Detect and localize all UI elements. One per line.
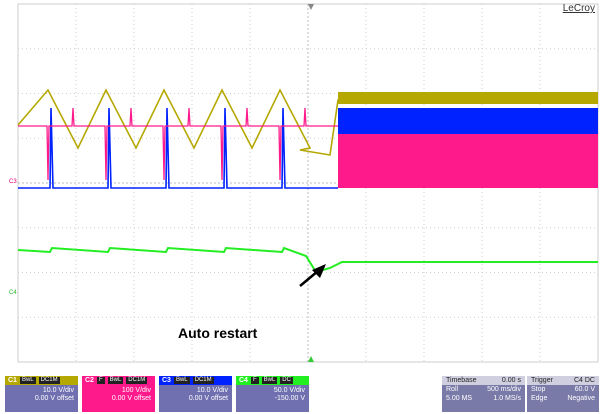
channel-c2-scale: 100 V/div [121,387,151,394]
channel-c1-header: C1 BwL DC1M [5,376,78,385]
channel-c3-scale: 10.0 V/div [196,387,228,394]
trace-c2 [18,107,338,181]
trigger-type: Edge [531,395,548,402]
channel-c2-tag: BwL [107,377,124,384]
channel-c1-panel[interactable]: C1 BwL DC1M 10.0 V/div 0.00 V offset [5,376,78,412]
channel-c3-tag: BwL [173,377,190,384]
trigger-coupling: DC [584,377,595,384]
channel-c1-offset: 0.00 V offset [34,395,74,402]
center-axis [18,4,598,362]
channel-c2-offset: 0.00 V offset [111,395,151,402]
trigger-row: Edge Negative [527,394,599,403]
channel-c4-name: C4 [239,377,248,384]
channel-c1-settings: 10.0 V/div 0.00 V offset [5,385,78,412]
timebase-panel[interactable]: Timebase 0.00 s Roll 500 ms/div 5.00 MS … [442,376,525,412]
channel-c2-settings: 100 V/div 0.00 V offset [82,385,155,412]
c3-ground-label: C3 [9,179,17,185]
channel-c4-tag: BwL [261,377,278,384]
trace-c2-burst [338,128,598,188]
timebase-row: 5.00 MS 1.0 MS/s [442,394,525,403]
channel-c4-settings: 50.0 V/div -150.00 V [236,385,309,412]
trace-c3-burst [338,108,598,134]
channel-c4-panel[interactable]: C4 F BwL DC 50.0 V/div -150.00 V [236,376,309,412]
annotation-arrow-head [312,264,326,278]
channel-c4-offset: -150.00 V [274,395,305,402]
waveform-display [17,3,599,363]
c4-ground-label: C4 [9,290,17,296]
auto-restart-annotation: Auto restart [178,325,258,341]
channel-c1-tag: BwL [19,377,36,384]
channel-c2-panel[interactable]: C2 F BwL DC1M 100 V/div 0.00 V offset [82,376,155,412]
trigger-panel[interactable]: Trigger C4 DC Stop 60.0 V Edge Negative [527,376,599,412]
trigger-header: Trigger C4 DC [527,376,599,385]
trigger-row: Stop 60.0 V [527,385,599,394]
channel-c2-header: C2 F BwL DC1M [82,376,155,385]
timebase-scale: 500 ms/div [487,386,521,393]
channel-c2-tag: F [96,377,105,384]
timebase-title: Timebase [446,377,477,384]
channel-c4-tag: DC [280,377,293,384]
channel-c3-name: C3 [162,377,171,384]
timebase-row: Roll 500 ms/div [442,385,525,394]
trigger-title: Trigger [531,377,553,384]
channel-c4-scale: 50.0 V/div [273,387,305,394]
channel-c2-tag: DC1M [126,377,148,384]
channel-c3-tag: DC1M [192,377,214,384]
timebase-header: Timebase 0.00 s [442,376,525,385]
timebase-rate: 1.0 MS/s [493,395,521,402]
channel-c1-scale: 10.0 V/div [42,387,74,394]
trigger-source-channel: C4 [573,377,583,384]
channel-c2-name: C2 [85,377,94,384]
brand-logo: LeCroy [562,3,595,14]
trigger-marker-top [308,4,314,10]
channel-c3-settings: 10.0 V/div 0.00 V offset [159,385,232,412]
channel-c4-header: C4 F BwL DC [236,376,309,385]
channel-c1-name: C1 [8,377,17,384]
timebase-delay: 0.00 s [501,377,521,384]
channel-c1-tag: DC1M [38,377,60,384]
channel-c3-panel[interactable]: C3 BwL DC1M 10.0 V/div 0.00 V offset [159,376,232,412]
trigger-mode: Stop [531,386,546,393]
trace-c3 [18,107,338,189]
trigger-level: 60.0 V [574,386,595,393]
channel-c3-header: C3 BwL DC1M [159,376,232,385]
trace-c1 [17,88,599,156]
trigger-slope: Negative [567,395,595,402]
trigger-source: C4 DC [574,376,595,385]
timebase-mode: Roll [446,386,459,393]
channel-c4-tag: F [250,377,259,384]
channel-c3-offset: 0.00 V offset [188,395,228,402]
trace-c1-burst [338,92,598,104]
trigger-marker-bottom [308,356,314,362]
timebase-samples: 5.00 MS [446,395,473,402]
